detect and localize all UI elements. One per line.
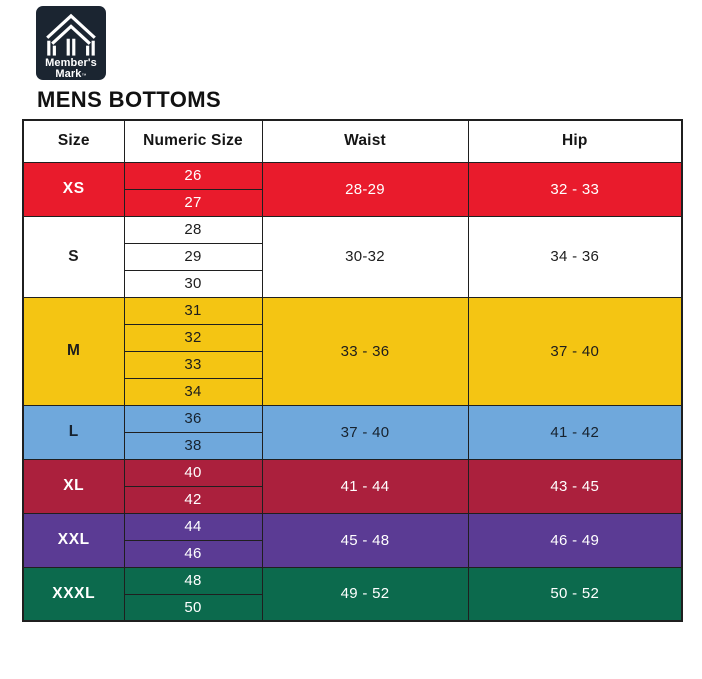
- numeric-size-cell: 48: [123, 566, 263, 595]
- hip-cell-xs: 32 - 33: [467, 161, 683, 217]
- numeric-size-cell: 33: [123, 350, 263, 379]
- numeric-size-cell: 40: [123, 458, 263, 487]
- header-row: Size Numeric Size Waist Hip: [22, 119, 683, 163]
- table-row: S 28 30-32 34 - 36: [22, 215, 683, 298]
- size-cell-s: S: [22, 215, 125, 298]
- logo-line1: Member's: [45, 56, 97, 69]
- numeric-size-cell: 42: [123, 485, 263, 514]
- size-cell-xl: XL: [22, 458, 125, 514]
- numeric-size-cell: 27: [123, 188, 263, 217]
- hip-cell-m: 37 - 40: [467, 296, 683, 406]
- numeric-size-cell: 31: [123, 296, 263, 325]
- logo-line2: Mark: [55, 67, 82, 80]
- numeric-size-cell: 30: [123, 269, 263, 298]
- members-mark-m-icon: [46, 13, 96, 56]
- numeric-size-cell: 29: [123, 242, 263, 271]
- table-row: XXXL 48 49 - 52 50 - 52: [22, 566, 683, 622]
- size-cell-xxl: XXL: [22, 512, 125, 568]
- waist-cell-xl: 41 - 44: [261, 458, 469, 514]
- header-cell-waist: Waist: [261, 119, 469, 163]
- members-mark-logo: Member's Mark™: [36, 6, 106, 80]
- table-row: 27: [23, 188, 682, 217]
- hip-cell-xxxl: 50 - 52: [467, 566, 683, 622]
- logo-wordmark: Member's Mark™: [45, 56, 97, 80]
- waist-cell-m: 33 - 36: [261, 296, 469, 406]
- hip-cell-xl: 43 - 45: [467, 458, 683, 514]
- table-row: 38: [23, 431, 682, 460]
- table-row: 46: [23, 539, 682, 568]
- numeric-size-cell: 26: [123, 161, 263, 190]
- numeric-size-cell: 38: [123, 431, 263, 460]
- header-cell-hip: Hip: [467, 119, 683, 163]
- waist-cell-xs: 28-29: [261, 161, 469, 217]
- table-row: XXL 44 45 - 48 46 - 49: [22, 512, 683, 568]
- size-cell-l: L: [22, 404, 125, 460]
- size-cell-m: M: [22, 296, 125, 406]
- hip-cell-s: 34 - 36: [467, 215, 683, 298]
- table-row: XL 40 41 - 44 43 - 45: [22, 458, 683, 514]
- size-chart-table: Size Numeric Size Waist Hip XS 26 28-29 …: [22, 119, 683, 622]
- numeric-size-cell: 28: [123, 215, 263, 244]
- header-cell-size: Size: [22, 119, 125, 163]
- table-row: L 36 37 - 40 41 - 42: [22, 404, 683, 460]
- waist-cell-s: 30-32: [261, 215, 469, 298]
- table-row: 50: [23, 593, 682, 622]
- numeric-size-cell: 34: [123, 377, 263, 406]
- table-row: XS 26 28-29 32 - 33: [22, 161, 683, 217]
- size-cell-xxxl: XXXL: [22, 566, 125, 622]
- waist-cell-xxl: 45 - 48: [261, 512, 469, 568]
- numeric-size-cell: 50: [123, 593, 263, 622]
- table-row: 33: [23, 350, 682, 379]
- numeric-size-cell: 46: [123, 539, 263, 568]
- table-row: 32: [23, 323, 682, 352]
- page-title: MENS BOTTOMS: [37, 87, 222, 112]
- header-cell-numeric-size: Numeric Size: [123, 119, 263, 163]
- size-cell-xs: XS: [22, 161, 125, 217]
- numeric-size-cell: 36: [123, 404, 263, 433]
- table-row: 34: [23, 377, 682, 406]
- trademark-symbol: ™: [81, 72, 87, 79]
- table-row: 42: [23, 485, 682, 514]
- waist-cell-l: 37 - 40: [261, 404, 469, 460]
- numeric-size-cell: 32: [123, 323, 263, 352]
- numeric-size-cell: 44: [123, 512, 263, 541]
- waist-cell-xxxl: 49 - 52: [261, 566, 469, 622]
- table-row: M 31 33 - 36 37 - 40: [22, 296, 683, 406]
- hip-cell-xxl: 46 - 49: [467, 512, 683, 568]
- hip-cell-l: 41 - 42: [467, 404, 683, 460]
